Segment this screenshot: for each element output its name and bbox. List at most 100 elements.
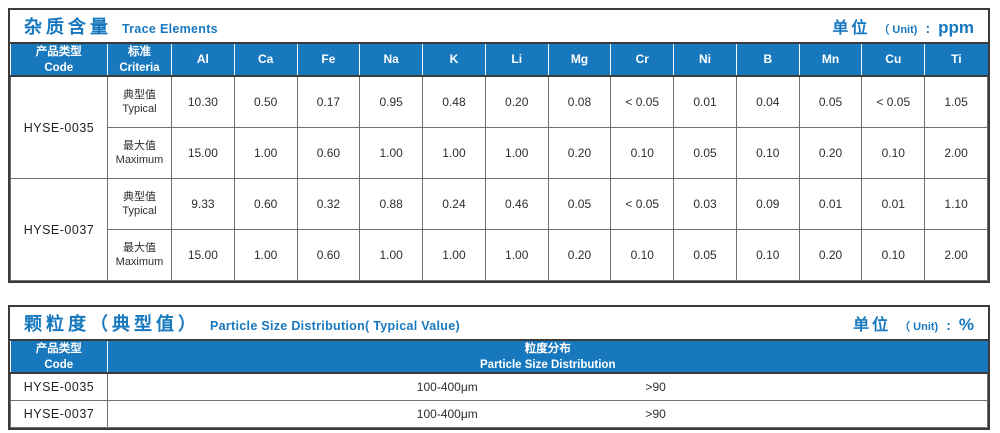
value-cr: < 0.05	[610, 75, 675, 128]
column-header-fe: Fe	[296, 44, 361, 77]
criteria-header-zh: 标准	[128, 46, 151, 59]
table-row: HYSE-0037 典型值 Typical 9.33 0.60 0.32 0.88 0.24 0…	[10, 178, 988, 281]
value-na: 0.95	[359, 75, 424, 128]
value-fe: 0.60	[296, 229, 361, 281]
criteria-label-en: Typical	[122, 205, 157, 217]
particle-unit-label: 单位 （ Unit) : %	[853, 311, 974, 335]
value-fe: 0.60	[296, 127, 361, 179]
unit-value: ppm	[938, 18, 974, 37]
value-ni: 0.05	[673, 229, 737, 281]
column-header-mn: Mn	[798, 44, 863, 77]
code-header-zh: 产品类型	[35, 343, 82, 356]
value-ti: 1.10	[924, 178, 988, 230]
table-row: HYSE-0037 100-400μm >90	[10, 400, 988, 428]
column-header-ti: Ti	[924, 44, 988, 77]
column-header-k: K	[422, 44, 486, 77]
value-cu: 0.10	[861, 127, 926, 179]
value-b: 0.04	[735, 75, 800, 128]
column-header-na: Na	[359, 44, 424, 77]
value-mg: 0.08	[547, 75, 612, 128]
table-row: HYSE-0035 100-400μm >90	[10, 372, 988, 401]
column-header-distribution: 粒度分布 Particle Size Distribution	[107, 341, 988, 374]
value-na: 0.88	[359, 178, 424, 230]
size-percentage: >90	[645, 380, 666, 394]
value-k: 0.48	[422, 75, 486, 128]
distribution-header-zh: 粒度分布	[524, 343, 571, 356]
unit-colon: :	[946, 317, 951, 333]
column-header-mg: Mg	[547, 44, 612, 77]
criteria-label: 最大值 Maximum	[107, 229, 172, 281]
trace-title: 杂质含量 Trace Elements	[24, 13, 218, 39]
unit-zh-label: 单位	[853, 317, 892, 334]
criteria-label-zh: 最大值	[123, 139, 156, 152]
table-row: 最大值 Maximum 15.00 1.00 0.60 1.00 1.00 1.00 0.20 0…	[11, 127, 988, 179]
table-row: HYSE-0035 典型值 Typical 10.30 0.50 0.17 0.95 0.48…	[10, 75, 988, 179]
value-li: 0.46	[484, 178, 549, 230]
criteria-header-en: Criteria	[119, 61, 160, 74]
column-header-ca: Ca	[233, 44, 298, 77]
value-b: 0.09	[735, 178, 800, 230]
value-na: 1.00	[359, 229, 424, 281]
value-mn: 0.20	[798, 127, 863, 179]
value-cu: 0.10	[861, 229, 926, 281]
criteria-label-en: Typical	[122, 103, 157, 115]
criteria-label-zh: 最大值	[123, 241, 156, 254]
product-code: HYSE-0035	[10, 372, 108, 401]
distribution-header-en: Particle Size Distribution	[480, 358, 616, 371]
value-mn: 0.01	[798, 178, 863, 230]
particle-title-bar: 颗粒度（典型值） Particle Size Distribution( Typ…	[10, 307, 988, 341]
trace-header-row: 产品类型 Code 标准 Criteria Al Ca Fe Na K Li Mg Cr Ni B…	[10, 44, 988, 77]
value-mn: 0.05	[798, 75, 863, 128]
value-ti: 1.05	[924, 75, 988, 128]
particle-title-en: Particle Size Distribution( Typical Valu…	[210, 319, 460, 333]
column-header-code: 产品类型 Code	[10, 44, 108, 77]
column-header-code: 产品类型 Code	[10, 341, 108, 374]
value-al: 10.30	[171, 75, 235, 128]
column-header-cu: Cu	[861, 44, 926, 77]
value-li: 1.00	[484, 229, 549, 281]
value-k: 1.00	[422, 127, 486, 179]
table-row: 最大值 Maximum 15.00 1.00 0.60 1.00 1.00 1.00 0.20 0…	[11, 229, 988, 281]
value-cu: 0.01	[861, 178, 926, 230]
value-ca: 1.00	[233, 229, 298, 281]
value-k: 1.00	[422, 229, 486, 281]
criteria-label-en: Maximum	[115, 256, 164, 268]
column-header-b: B	[735, 44, 800, 77]
code-header-zh: 产品类型	[35, 46, 82, 59]
value-li: 0.20	[484, 75, 549, 128]
value-mn: 0.20	[798, 229, 863, 281]
value-ni: 0.03	[673, 178, 737, 230]
value-ni: 0.05	[673, 127, 737, 179]
unit-value: %	[958, 315, 974, 334]
distribution-cell: 100-400μm >90	[107, 400, 988, 428]
value-ca: 0.50	[233, 75, 298, 128]
size-percentage: >90	[645, 407, 666, 421]
value-ti: 2.00	[924, 127, 988, 179]
unit-en-label: （ Unit)	[878, 24, 918, 36]
unit-colon: :	[925, 20, 931, 36]
column-header-ni: Ni	[673, 44, 737, 77]
size-range: 100-400μm	[416, 380, 478, 394]
code-header-en: Code	[44, 358, 74, 371]
code-header-en: Code	[44, 61, 74, 74]
value-b: 0.10	[735, 229, 800, 281]
product-code: HYSE-0035	[10, 75, 108, 179]
particle-header-row: 产品类型 Code 粒度分布 Particle Size Distributio…	[10, 341, 988, 374]
value-cr: < 0.05	[610, 178, 675, 230]
column-header-al: Al	[171, 44, 235, 77]
trace-title-zh: 杂质含量	[24, 17, 112, 37]
value-al: 9.33	[171, 178, 235, 230]
value-ca: 1.00	[233, 127, 298, 179]
trace-unit-label: 单位 （ Unit) : ppm	[832, 14, 974, 38]
particle-title-zh: 颗粒度（典型值）	[24, 314, 200, 334]
value-ti: 2.00	[924, 229, 988, 281]
value-b: 0.10	[735, 127, 800, 179]
value-cr: 0.10	[610, 229, 675, 281]
criteria-label-zh: 典型值	[123, 190, 156, 203]
column-header-cr: Cr	[610, 44, 675, 77]
trace-title-bar: 杂质含量 Trace Elements 单位 （ Unit) : ppm	[10, 10, 988, 44]
value-fe: 0.32	[296, 178, 361, 230]
particle-title: 颗粒度（典型值） Particle Size Distribution( Typ…	[24, 310, 460, 336]
value-fe: 0.17	[296, 75, 361, 128]
value-cu: < 0.05	[861, 75, 926, 128]
